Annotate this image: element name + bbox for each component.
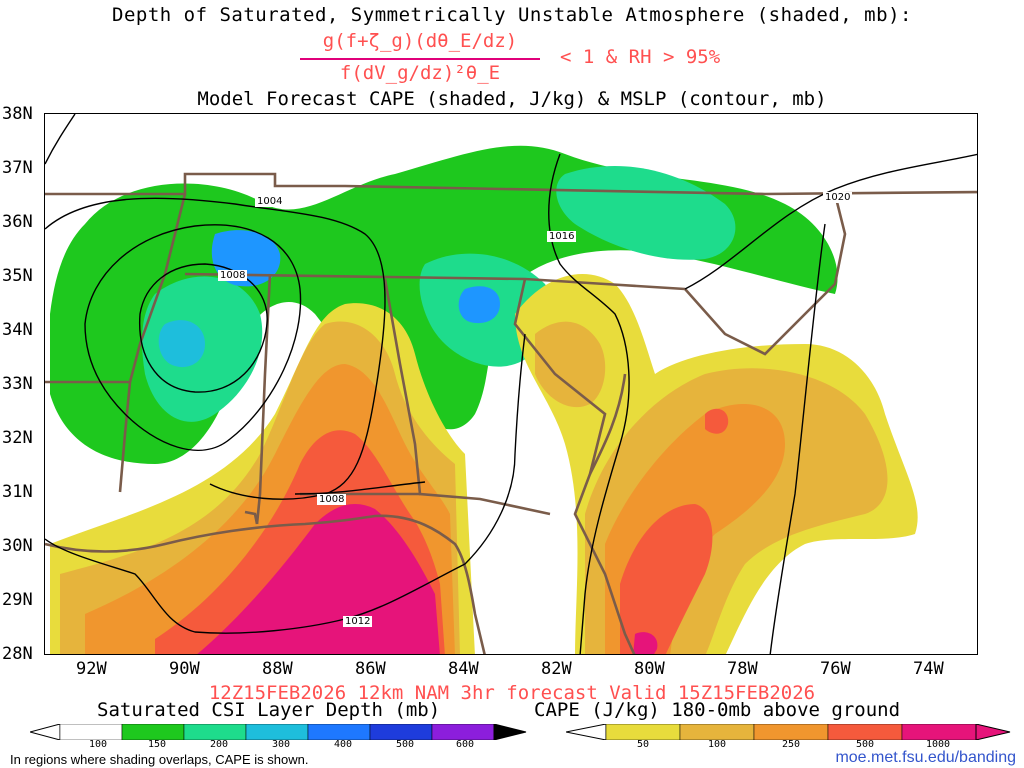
csi-cb-bin [121,724,185,740]
lon-tick-label: 82W [541,659,572,679]
cape-cb-bin [753,724,829,740]
cape-cb-bin [605,724,681,740]
lon-tick-label: 84W [448,659,479,679]
state-borders [45,172,977,654]
lat-tick-label: 37N [2,158,33,178]
valid-time: 12Z15FEB2026 12km NAM 3hr forecast Valid… [208,682,816,704]
title-line-1: Depth of Saturated, Symmetrically Unstab… [112,4,912,26]
lat-tick-label: 28N [2,644,33,664]
cape-tick-label: 1000 [926,739,951,750]
lat-tick-label: 34N [2,320,33,340]
csi-tick-label: 400 [334,739,353,750]
csi-cb-arrow-right [493,724,527,740]
lat-tick-label: 31N [2,482,33,502]
lon-tick-label: 74W [913,659,944,679]
csi-cb-bin [59,724,123,740]
cape-cb-bin [679,724,755,740]
csi-colorbar-title: Saturated CSI Layer Depth (mb) [97,699,441,721]
map-canvas [45,114,977,654]
cape-tick-label: 50 [637,739,650,750]
csi-colorbar [30,724,527,740]
isobar-label: 1008 [218,270,248,281]
overlap-note: In regions where shading overlaps, CAPE … [10,752,309,767]
cape-tick-label: 100 [708,739,727,750]
lon-tick-label: 76W [820,659,851,679]
isobar-label: 1004 [255,196,285,207]
lat-tick-label: 32N [2,428,33,448]
cape-colorbar-title: CAPE (J/kg) 180-0mb above ground [534,699,901,721]
csi-tick-label: 600 [456,739,475,750]
csi-cb-arrow-left [30,724,61,740]
csi-cb-bin [183,724,247,740]
isobar-1004-inner [139,263,268,393]
csi-tick-label: 500 [396,739,415,750]
source-url[interactable]: moe.met.fsu.edu/banding [835,749,1016,766]
lat-tick-label: 36N [2,212,33,232]
csi-tick-label: 200 [210,739,229,750]
csi-cb-bin [307,724,371,740]
lat-tick-label: 33N [2,374,33,394]
lon-tick-label: 92W [76,659,107,679]
lon-tick-label: 80W [634,659,665,679]
csi-cb-bin [431,724,495,740]
isobar-label: 1020 [823,192,853,203]
lon-tick-label: 86W [355,659,386,679]
formula-condition: < 1 & RH > 95% [560,46,721,68]
lat-tick-label: 38N [2,104,33,124]
cape-tick-label: 500 [856,739,875,750]
lat-tick-label: 30N [2,536,33,556]
csi-cb-bin [245,724,309,740]
csi-tick-label: 100 [89,739,108,750]
csi-cb-bin [369,724,433,740]
cape-colorbar [566,724,1011,740]
csi-tick-label: 300 [272,739,291,750]
formula-denominator: f(dV_g/dz)²θ_E [339,62,501,84]
title-line-3: Model Forecast CAPE (shaded, J/kg) & MSL… [197,88,827,110]
lat-tick-label: 35N [2,266,33,286]
lon-tick-label: 78W [727,659,758,679]
map-panel: 1004 1008 1008 1012 1016 1020 [44,113,978,655]
formula-fraction-bar [300,58,540,60]
isobar-label: 1012 [343,616,373,627]
cape-cb-bin [901,724,977,740]
cape-cb-arrow-left [566,724,607,740]
isobar-label: 1016 [547,231,577,242]
isobar-1004 [84,224,302,451]
lon-tick-label: 88W [262,659,293,679]
lat-tick-label: 29N [2,590,33,610]
csi-tick-label: 150 [148,739,167,750]
isobar-label: 1008 [317,494,347,505]
formula-numerator: g(f+ζ_g)(dθ_E/dz) [322,30,518,52]
lon-tick-label: 90W [169,659,200,679]
cape-cb-bin [827,724,903,740]
cape-cb-arrow-right [975,724,1011,740]
cape-tick-label: 250 [782,739,801,750]
